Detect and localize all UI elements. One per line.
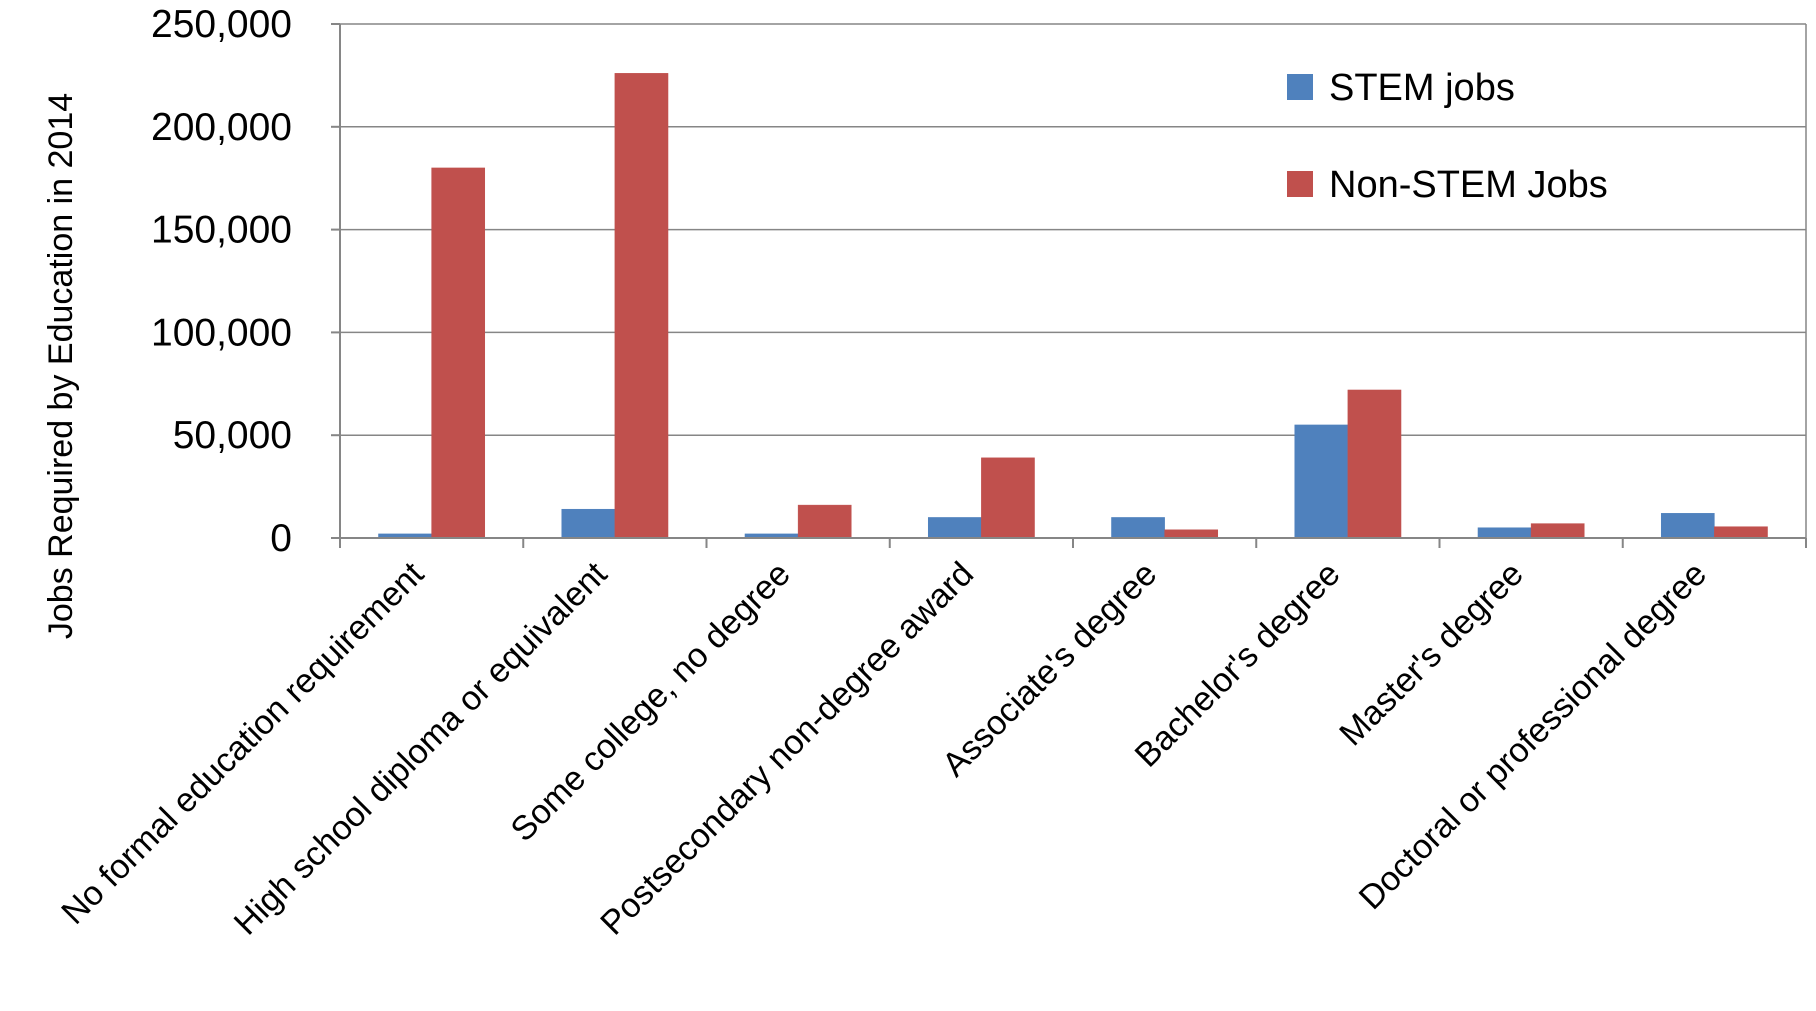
x-tick-label: High school diploma or equivalent [227, 554, 615, 942]
x-tick-label: Master's degree [1332, 555, 1530, 753]
bar [431, 167, 486, 539]
bar [561, 508, 616, 539]
y-tick-label: 150,000 [151, 209, 292, 252]
x-tick-label: Postsecondary non-degree award [593, 555, 981, 943]
x-tick-label: Bachelor's degree [1128, 555, 1348, 775]
bar [927, 517, 982, 539]
y-tick-label: 50,000 [173, 414, 292, 457]
gridlines [340, 23, 1807, 538]
x-tick-label: Doctoral or professional degree [1352, 555, 1714, 917]
legend-swatch [1287, 171, 1313, 197]
bar [1714, 526, 1768, 539]
y-tick-labels: 0 50,000 100,000 150,000 200,000 250,000 [151, 3, 292, 560]
y-axis-title: Jobs Required by Education in 2014 [42, 93, 80, 639]
x-tick-label: No formal education requirement [54, 554, 431, 931]
bar [1530, 523, 1585, 539]
y-tick-label: 250,000 [151, 3, 292, 46]
axes [331, 23, 1807, 548]
bar [981, 457, 1035, 539]
bar [1164, 529, 1219, 539]
y-tick-label: 200,000 [151, 106, 292, 149]
legend-swatch [1287, 74, 1313, 100]
bar [1111, 517, 1165, 539]
bar [1347, 389, 1402, 539]
bar [1294, 424, 1349, 539]
bar [797, 504, 852, 539]
bar [614, 73, 669, 539]
y-tick-label: 100,000 [151, 311, 292, 354]
bar [1660, 513, 1715, 539]
y-tick-label: 0 [270, 517, 292, 560]
bar [1477, 527, 1532, 539]
legend-label: Non-STEM Jobs [1329, 164, 1608, 206]
bars [378, 73, 1768, 539]
legend: STEM jobs Non-STEM Jobs [1287, 67, 1608, 206]
legend-label: STEM jobs [1329, 67, 1515, 109]
